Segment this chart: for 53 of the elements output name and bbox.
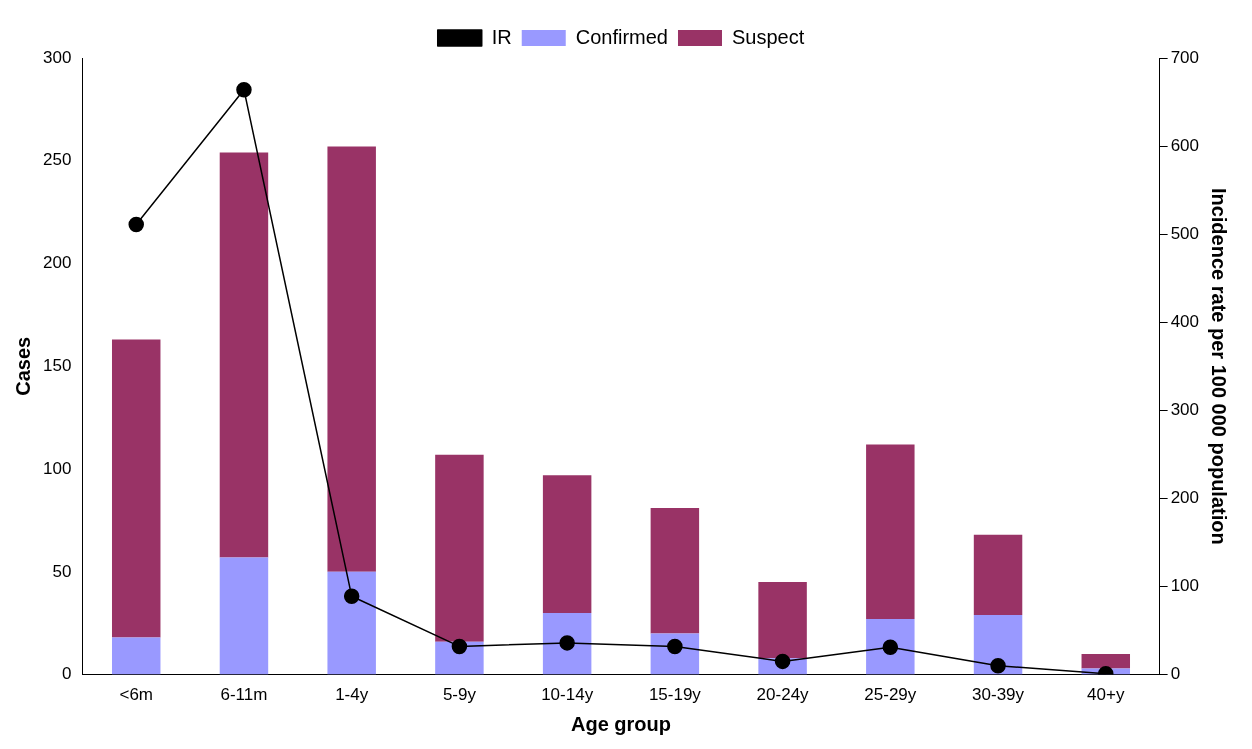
- x-tick-label: 20-24y: [756, 685, 810, 705]
- y-tick-label: 0: [61, 664, 72, 684]
- x-tick-label: 5-9y: [442, 685, 477, 705]
- x-axis-title: Age group: [571, 712, 671, 735]
- x-tick-label: <6m: [119, 685, 153, 705]
- bar: [973, 534, 1023, 615]
- bar: [435, 454, 484, 642]
- bar: [866, 619, 915, 675]
- bar: [111, 339, 161, 638]
- bar: [758, 582, 807, 659]
- x-tick-label: 15-19y: [648, 685, 702, 705]
- bar: [327, 571, 376, 675]
- legend-label: Suspect: [732, 25, 805, 48]
- bar: [1081, 654, 1131, 669]
- x-tick-label: 25-29y: [864, 685, 917, 705]
- y2-tick-label: 300: [1170, 400, 1200, 420]
- y2-tick-label: 400: [1170, 311, 1200, 331]
- y2-tick-label: 700: [1170, 47, 1200, 67]
- bar: [111, 637, 161, 675]
- y2-tick-label: 500: [1170, 223, 1200, 243]
- y2-tick-label: 100: [1170, 576, 1200, 596]
- y-tick-label: 300: [42, 47, 72, 67]
- x-tick-label: 30-39y: [972, 685, 1025, 705]
- bar: [973, 615, 1023, 675]
- point: [343, 588, 360, 604]
- y2-tick-label: 600: [1170, 135, 1200, 155]
- point: [128, 216, 144, 233]
- x-tick-label: 40+y: [1087, 685, 1125, 705]
- bar: [542, 612, 592, 675]
- bar: [650, 508, 700, 634]
- legend-label: IR: [491, 25, 512, 48]
- y-axis-title: Cases: [11, 336, 34, 396]
- y-tick-label: 200: [42, 253, 72, 273]
- y-tick-label: 250: [42, 150, 72, 170]
- y2-tick-label: 0: [1170, 664, 1181, 684]
- point: [774, 653, 791, 670]
- point: [236, 81, 252, 98]
- y-tick-label: 100: [42, 458, 72, 478]
- bar: [219, 557, 269, 675]
- bar: [542, 475, 592, 613]
- bar: [219, 152, 269, 558]
- y2-axis-title: Incidence rate per 100 000 population: [1208, 187, 1231, 545]
- legend-label: Confirmed: [575, 25, 668, 48]
- bar: [327, 146, 376, 572]
- y-tick-label: 50: [52, 561, 72, 581]
- x-tick-label: 6-11m: [220, 685, 268, 705]
- point: [990, 658, 1006, 674]
- x-tick-label: 1-4y: [335, 685, 369, 705]
- x-tick-label: 10-14y: [541, 685, 594, 705]
- y2-tick-label: 200: [1170, 488, 1200, 508]
- bar: [866, 444, 915, 620]
- y-tick-label: 150: [42, 355, 72, 375]
- point: [451, 638, 468, 655]
